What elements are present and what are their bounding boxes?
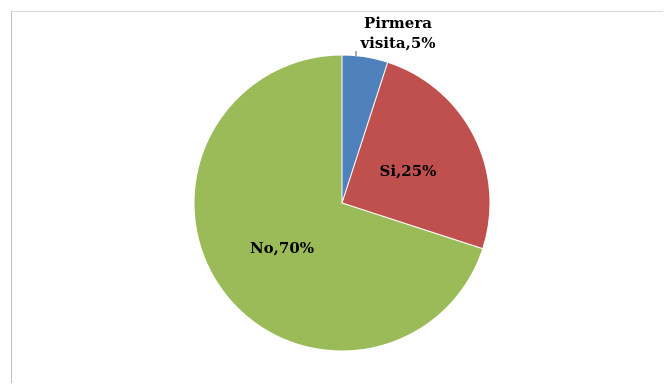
data-label-si: Si,25% bbox=[380, 162, 437, 180]
pie-slice-si bbox=[341, 61, 491, 250]
data-label-no: No,70% bbox=[250, 239, 314, 257]
chart-frame bbox=[11, 11, 663, 383]
pie-slice-no bbox=[193, 54, 484, 352]
data-label-pirmera-visita: Pirmera visita,5% bbox=[359, 14, 435, 52]
